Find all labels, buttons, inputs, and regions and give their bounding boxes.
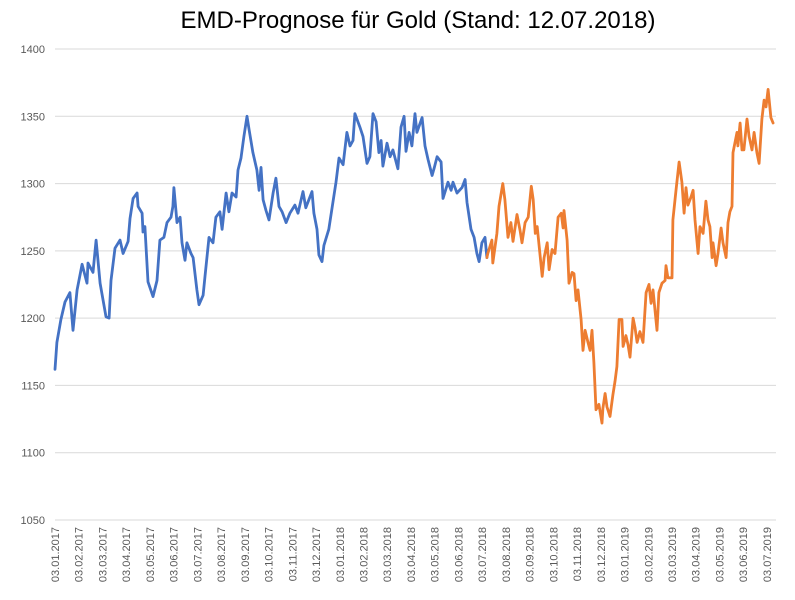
x-tick-label: 03.11.2017: [287, 527, 299, 581]
series-group: [53, 88, 775, 425]
x-tick-label: 03.02.2018: [358, 527, 370, 582]
series-line-prognose: [485, 88, 775, 425]
y-tick-label: 1300: [21, 179, 45, 191]
x-tick-label: 03.06.2018: [453, 527, 465, 582]
y-tick-label: 1200: [21, 313, 45, 325]
x-tick-label: 03.06.2019: [738, 527, 750, 582]
x-tick-label: 03.09.2018: [525, 527, 537, 582]
x-tick-label: 03.10.2018: [548, 527, 560, 582]
y-tick-label: 1150: [21, 380, 45, 392]
x-tick-label: 03.05.2018: [430, 527, 442, 582]
y-axis-ticks: 1050 1100 1150 1200 1250 1300 1350 1400: [21, 44, 45, 527]
x-tick-label: 03.05.2019: [714, 527, 726, 582]
x-tick-label: 03.05.2017: [145, 527, 157, 582]
x-axis-ticks: 03.01.2017 03.02.2017 03.03.2017 03.04.2017…: [50, 527, 774, 582]
x-tick-label: 03.04.2019: [691, 527, 703, 582]
x-tick-label: 03.01.2017: [50, 527, 62, 582]
x-tick-label: 03.04.2017: [121, 527, 133, 582]
gridlines: [55, 48, 776, 521]
x-tick-label: 03.03.2017: [97, 527, 109, 582]
chart-title: EMD-Prognose für Gold (Stand: 12.07.2018…: [181, 7, 656, 34]
series-line-historisch: [53, 112, 489, 371]
y-tick-label: 1100: [21, 448, 45, 460]
y-tick-label: 1250: [21, 246, 45, 258]
x-tick-label: 03.02.2017: [74, 527, 86, 582]
x-tick-label: 03.02.2019: [643, 527, 655, 582]
x-tick-label: 03.11.2018: [572, 527, 584, 581]
x-tick-label: 03.01.2018: [335, 527, 347, 582]
y-tick-label: 1350: [21, 111, 45, 123]
x-tick-label: 03.03.2019: [667, 527, 679, 582]
x-tick-label: 03.01.2019: [620, 527, 632, 582]
x-tick-label: 03.10.2017: [264, 527, 276, 582]
x-tick-label: 03.08.2017: [216, 527, 228, 582]
x-tick-label: 03.07.2019: [762, 527, 774, 582]
x-tick-label: 03.12.2018: [596, 527, 608, 582]
x-tick-label: 03.04.2018: [406, 527, 418, 582]
x-tick-label: 03.03.2018: [382, 527, 394, 582]
x-tick-label: 03.07.2018: [477, 527, 489, 582]
y-tick-label: 1400: [21, 44, 45, 56]
x-tick-label: 03.07.2017: [192, 527, 204, 582]
x-tick-label: 03.12.2017: [311, 527, 323, 582]
y-tick-label: 1050: [21, 515, 45, 527]
x-tick-label: 03.08.2018: [501, 527, 513, 582]
x-tick-label: 03.06.2017: [169, 527, 181, 582]
x-tick-label: 03.09.2017: [240, 527, 252, 582]
